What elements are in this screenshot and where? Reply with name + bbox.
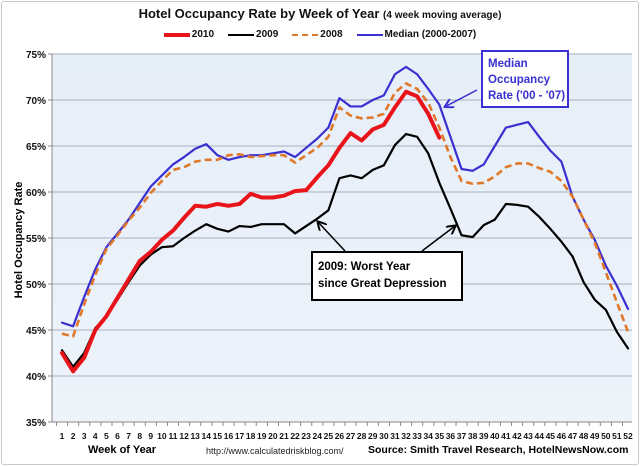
x-tick-label: 21 xyxy=(279,431,289,441)
x-tick-label: 14 xyxy=(202,431,212,441)
x-tick-label: 28 xyxy=(357,431,367,441)
x-tick-label: 37 xyxy=(457,431,467,441)
x-tick-label: 31 xyxy=(390,431,400,441)
median-annotation-text: Rate ('00 - '07) xyxy=(488,90,565,102)
y-tick-label: 45% xyxy=(26,326,46,337)
x-tick-label: 30 xyxy=(379,431,389,441)
x-tick-label: 35 xyxy=(435,431,445,441)
y-axis-label: Hotel Occupancy Rate xyxy=(13,181,25,299)
worst-year-annotation-text: since Great Depression xyxy=(318,278,446,290)
y-tick-label: 40% xyxy=(26,372,46,383)
source-url: http://www.calculatedriskblog.com/ xyxy=(206,446,344,456)
series-line-2010 xyxy=(60,89,442,374)
y-tick-label: 55% xyxy=(26,234,46,245)
x-tick-label: 39 xyxy=(479,431,489,441)
y-tick-label: 65% xyxy=(26,142,46,153)
x-tick-label: 9 xyxy=(148,431,153,441)
x-tick-label: 29 xyxy=(368,431,378,441)
x-tick-label: 5 xyxy=(104,431,109,441)
x-tick-label: 11 xyxy=(168,431,177,441)
x-tick-label: 40 xyxy=(490,431,500,441)
legend-item-2008: 2008 xyxy=(292,29,343,40)
x-tick-label: 47 xyxy=(568,431,578,441)
x-tick-label: 4 xyxy=(93,431,98,441)
median-annotation-text: Median xyxy=(488,58,528,70)
x-tick-label: 7 xyxy=(126,431,131,441)
series-line-median-2000-2007 xyxy=(60,65,630,328)
chart-title-main: Hotel Occupancy Rate by Week of Year xyxy=(138,6,380,21)
legend-item-2010: 2010 xyxy=(163,29,215,40)
legend-swatch-median xyxy=(356,33,383,36)
y-tick-label: 70% xyxy=(26,96,46,107)
x-tick-label: 17 xyxy=(235,431,245,441)
x-tick-label: 10 xyxy=(157,431,167,441)
legend-label-2008: 2008 xyxy=(320,29,343,40)
x-tick-label: 6 xyxy=(115,431,120,441)
median-annotation-box xyxy=(481,50,569,108)
median-annotation-text: Occupancy xyxy=(488,74,551,86)
x-tick-label: 16 xyxy=(224,431,234,441)
legend-swatch-2010 xyxy=(163,32,190,37)
x-tick-label: 41 xyxy=(501,431,511,441)
x-tick-label: 12 xyxy=(179,431,189,441)
x-tick-label: 32 xyxy=(401,431,411,441)
chart-title: Hotel Occupancy Rate by Week of Year (4 … xyxy=(0,6,640,21)
median-annotation-arrow xyxy=(445,89,478,107)
x-tick-label: 43 xyxy=(523,431,533,441)
x-tick-label: 26 xyxy=(335,431,345,441)
x-tick-label: 24 xyxy=(313,431,323,441)
legend-item-2009: 2009 xyxy=(228,29,278,40)
y-tick-label: 75% xyxy=(26,50,46,61)
x-tick-label: 13 xyxy=(190,431,200,441)
x-tick-label: 25 xyxy=(324,431,334,441)
x-tick-label: 38 xyxy=(468,431,478,441)
series-line-2009 xyxy=(60,132,630,368)
x-tick-label: 50 xyxy=(601,431,611,441)
legend-item-median: Median (2000-2007) xyxy=(356,29,477,40)
x-tick-label: 1 xyxy=(60,431,65,441)
x-tick-label: 33 xyxy=(412,431,422,441)
x-tick-label: 8 xyxy=(137,431,142,441)
legend-label-2009: 2009 xyxy=(256,29,279,40)
worst-year-arrow-right xyxy=(421,226,455,252)
legend-label-median: Median (2000-2007) xyxy=(384,29,477,40)
legend: 2010 2009 2008 Median (2000-2007) xyxy=(0,29,640,40)
x-tick-label: 27 xyxy=(346,431,356,441)
legend-label-2010: 2010 xyxy=(191,29,215,40)
x-tick-label: 15 xyxy=(213,431,223,441)
x-tick-label: 51 xyxy=(612,431,622,441)
x-tick-label: 20 xyxy=(268,431,278,441)
y-tick-label: 60% xyxy=(26,188,46,199)
x-axis-label: Week of Year xyxy=(88,444,157,456)
x-tick-label: 42 xyxy=(512,431,522,441)
x-tick-label: 18 xyxy=(246,431,256,441)
worst-year-annotation-box xyxy=(311,251,463,301)
source-credit: Source: Smith Travel Research, HotelNews… xyxy=(368,444,629,456)
worst-year-annotation-text: 2009: Worst Year xyxy=(318,261,411,273)
x-tick-label: 44 xyxy=(534,431,544,441)
x-tick-label: 23 xyxy=(301,431,311,441)
x-tick-label: 36 xyxy=(446,431,456,441)
x-tick-label: 52 xyxy=(623,431,633,441)
x-tick-label: 48 xyxy=(579,431,589,441)
y-tick-label: 50% xyxy=(26,280,46,291)
y-tick-label: 35% xyxy=(26,418,46,429)
worst-year-arrow-left xyxy=(318,222,346,252)
x-tick-label: 45 xyxy=(546,431,556,441)
x-tick-label: 46 xyxy=(557,431,567,441)
x-tick-label: 19 xyxy=(257,431,267,441)
x-tick-label: 2 xyxy=(71,431,76,441)
x-tick-label: 34 xyxy=(424,431,434,441)
chart-subtitle: (4 week moving average) xyxy=(383,10,502,21)
legend-swatch-2008 xyxy=(292,33,319,36)
legend-swatch-2009 xyxy=(228,33,255,36)
x-tick-label: 49 xyxy=(590,431,600,441)
x-tick-label: 22 xyxy=(290,431,300,441)
x-tick-label: 3 xyxy=(82,431,87,441)
